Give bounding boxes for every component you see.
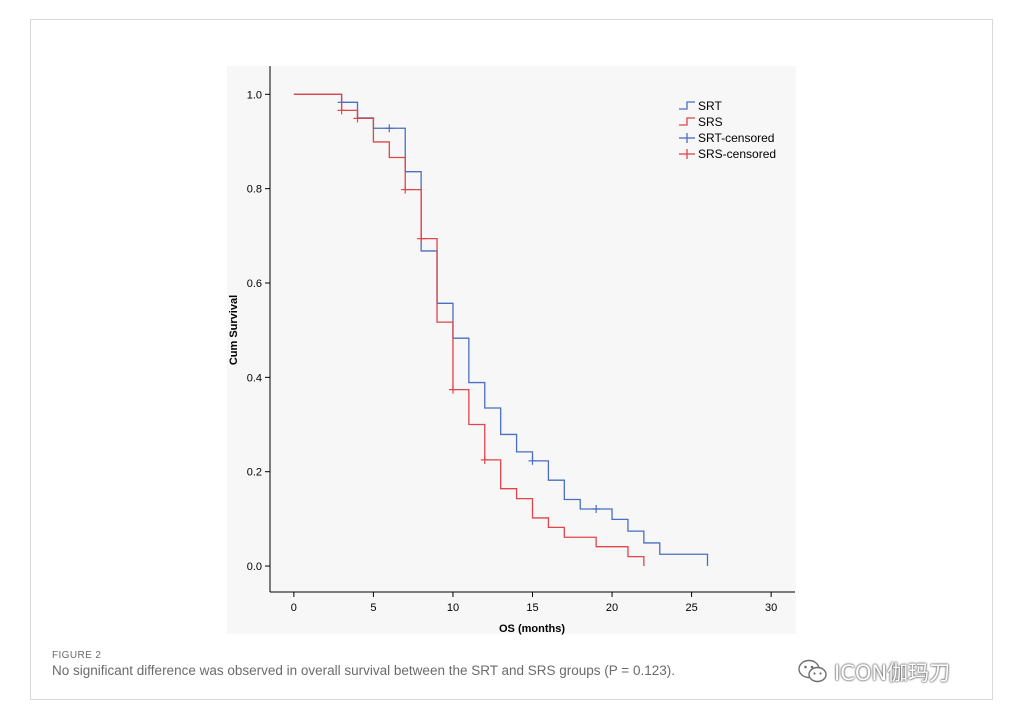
x-tick-label: 20 xyxy=(606,602,618,614)
y-tick-label: 0.0 xyxy=(247,561,262,573)
srs-step-line xyxy=(293,93,645,567)
legend-label-srs: SRS xyxy=(698,115,723,129)
x-tick-label: 0 xyxy=(291,602,297,614)
figure-caption: No significant difference was observed i… xyxy=(52,663,675,678)
plot-background xyxy=(227,66,796,634)
watermark-text: ICON伽玛刀 xyxy=(834,661,951,685)
legend-label-srt-censored: SRT-censored xyxy=(698,131,774,145)
y-tick-label: 0.2 xyxy=(247,467,262,479)
legend: SRT SRS SRT-censored SRS-censored xyxy=(679,99,776,161)
figure-label: FIGURE 2 xyxy=(52,650,102,661)
wechat-icon xyxy=(798,659,827,683)
x-tick-label: 25 xyxy=(685,602,697,614)
legend-swatch-srt xyxy=(679,101,695,110)
x-tick-label: 30 xyxy=(765,602,777,614)
y-tick-label: 1.0 xyxy=(247,89,262,101)
y-axis-label: Cum Survival xyxy=(228,295,240,365)
legend-label-srs-censored: SRS-censored xyxy=(698,147,776,161)
legend-swatch-srs xyxy=(679,117,695,126)
y-tick-label: 0.6 xyxy=(247,278,262,290)
x-tick-label: 10 xyxy=(447,602,459,614)
y-tick-label: 0.8 xyxy=(247,184,262,196)
x-tick-label: 5 xyxy=(370,602,376,614)
x-tick-label: 15 xyxy=(526,602,538,614)
legend-label-srt: SRT xyxy=(698,99,722,113)
series-layer xyxy=(293,93,709,567)
watermark: ICON伽玛刀 xyxy=(798,657,950,687)
srt-step-line xyxy=(293,93,709,567)
y-tick-label: 0.4 xyxy=(247,372,262,384)
axes: 0.0 0.2 0.4 0.6 0.8 1.0 0 5 10 15 20 25 30 xyxy=(247,66,795,614)
x-axis-label: OS (months) xyxy=(499,623,565,635)
